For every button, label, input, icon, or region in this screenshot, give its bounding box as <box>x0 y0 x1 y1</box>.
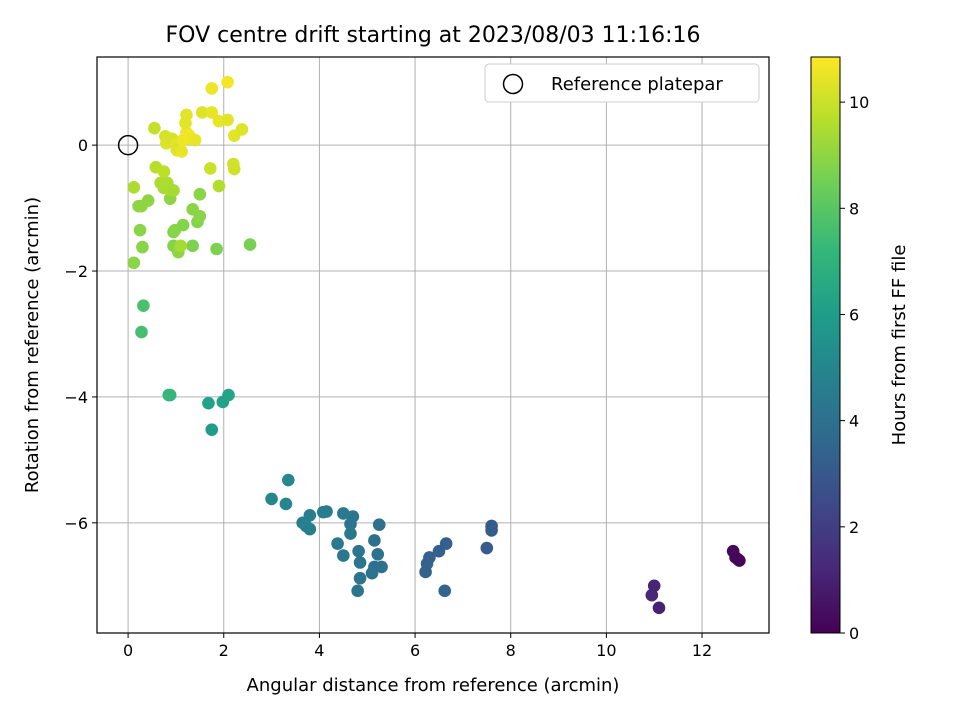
data-point <box>216 395 230 409</box>
data-point <box>485 524 498 537</box>
data-point <box>235 123 249 136</box>
data-point <box>193 187 207 201</box>
data-point <box>337 549 350 562</box>
data-point <box>205 82 219 95</box>
data-point <box>368 534 381 547</box>
colorbar-gradient <box>810 56 841 634</box>
reference-platepar-marker <box>117 134 139 156</box>
data-point <box>353 556 367 569</box>
data-point <box>221 75 234 89</box>
x-tick-label: 12 <box>692 641 712 660</box>
legend-reference-icon <box>502 73 524 95</box>
y-axis-label: Rotation from reference (arcmin) <box>22 197 43 493</box>
data-point <box>645 588 659 602</box>
data-point <box>186 203 199 216</box>
data-point <box>279 497 293 511</box>
plot-frame <box>96 56 770 634</box>
x-tick-label: 0 <box>123 641 133 660</box>
colorbar-tick-label: 6 <box>849 305 859 324</box>
x-tick-label: 10 <box>596 641 616 660</box>
data-point <box>221 113 234 127</box>
data-point <box>733 554 746 567</box>
colorbar-tick-label: 0 <box>849 624 859 643</box>
data-point <box>438 584 452 598</box>
data-point <box>351 584 364 598</box>
x-axis-label: Angular distance from reference (arcmin) <box>247 675 620 696</box>
y-tick-label: −6 <box>64 514 88 533</box>
data-points <box>127 75 746 615</box>
data-point <box>176 218 190 232</box>
data-point <box>227 162 241 176</box>
data-point <box>175 145 188 158</box>
data-point <box>265 492 278 506</box>
legend: Reference platepar <box>484 63 760 103</box>
data-point <box>133 223 147 237</box>
data-point <box>174 239 188 253</box>
data-point <box>148 121 161 135</box>
data-point <box>186 239 199 253</box>
data-point <box>282 473 295 487</box>
data-point <box>212 179 226 193</box>
grid-lines <box>97 57 769 633</box>
y-tick-label: −2 <box>64 262 88 281</box>
legend-reference-label: Reference platepar <box>551 74 723 95</box>
y-tick-label: 0 <box>78 136 88 155</box>
data-point <box>365 566 379 580</box>
x-tick-label: 2 <box>219 641 229 660</box>
data-point <box>137 299 150 312</box>
data-point <box>331 537 344 550</box>
data-point <box>320 505 333 518</box>
data-point <box>432 544 446 558</box>
colorbar-tick-label: 8 <box>849 199 859 218</box>
data-point <box>205 423 219 436</box>
data-point <box>337 507 350 520</box>
data-point <box>371 548 385 561</box>
chart-title: FOV centre drift starting at 2023/08/03 … <box>166 23 701 48</box>
legend-box <box>484 63 760 103</box>
data-point <box>353 571 367 585</box>
colorbar-tick-label: 4 <box>849 412 859 431</box>
data-point <box>205 106 219 119</box>
colorbar-ticks: 0 2 4 6 8 10 <box>840 93 869 643</box>
data-point <box>204 162 217 175</box>
data-point <box>372 518 386 532</box>
data-point <box>344 527 357 540</box>
x-tick-label: 6 <box>410 641 420 660</box>
data-point <box>188 133 202 147</box>
x-tick-label: 8 <box>506 641 516 660</box>
data-point <box>157 165 171 178</box>
x-axis-ticks: 0 2 4 6 8 10 12 <box>123 633 712 660</box>
data-point <box>141 194 155 207</box>
data-point <box>419 565 432 579</box>
data-point <box>127 181 141 194</box>
data-point <box>647 579 661 593</box>
data-point <box>163 388 177 402</box>
data-point <box>195 106 209 119</box>
x-tick-label: 4 <box>314 641 324 660</box>
data-point <box>167 184 180 197</box>
data-point <box>180 108 193 122</box>
data-point <box>303 522 317 536</box>
colorbar-tick-label: 2 <box>849 518 859 537</box>
data-point <box>480 541 494 555</box>
data-point <box>202 396 215 410</box>
data-point <box>210 242 223 256</box>
data-point <box>344 517 357 531</box>
data-point <box>243 238 257 251</box>
colorbar-label: Hours from first FF file <box>889 245 910 446</box>
data-point <box>352 544 365 558</box>
data-point <box>127 256 141 270</box>
data-point <box>135 325 148 339</box>
colorbar: 0 2 4 6 8 10 Hours from first FF file <box>810 56 910 643</box>
data-point <box>136 240 149 254</box>
y-axis-ticks: −6 −4 −2 0 <box>64 136 97 533</box>
colorbar-tick-label: 10 <box>849 93 869 112</box>
y-tick-label: −4 <box>64 388 88 407</box>
data-point <box>652 601 666 615</box>
